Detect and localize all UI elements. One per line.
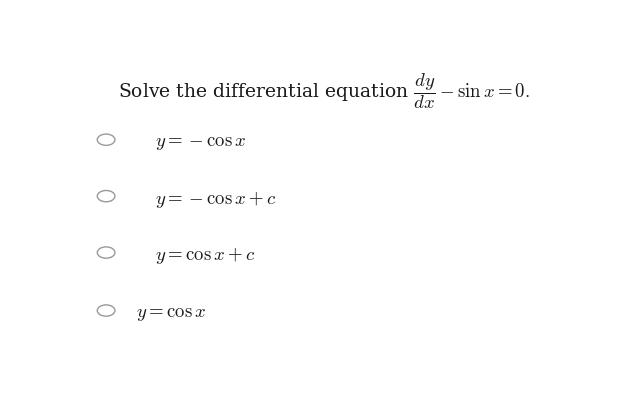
Circle shape: [97, 247, 115, 258]
Text: $y = -\cos x + c$: $y = -\cos x + c$: [155, 189, 277, 210]
Text: $y = -\cos x$: $y = -\cos x$: [155, 134, 246, 152]
Circle shape: [97, 305, 115, 316]
Text: Solve the differential equation $\dfrac{dy}{dx} - \sin x = 0.$: Solve the differential equation $\dfrac{…: [118, 71, 530, 111]
Text: $y = \cos x$: $y = \cos x$: [135, 305, 206, 323]
Circle shape: [97, 134, 115, 145]
Text: $y = \cos x + c$: $y = \cos x + c$: [155, 245, 255, 266]
Circle shape: [97, 190, 115, 202]
